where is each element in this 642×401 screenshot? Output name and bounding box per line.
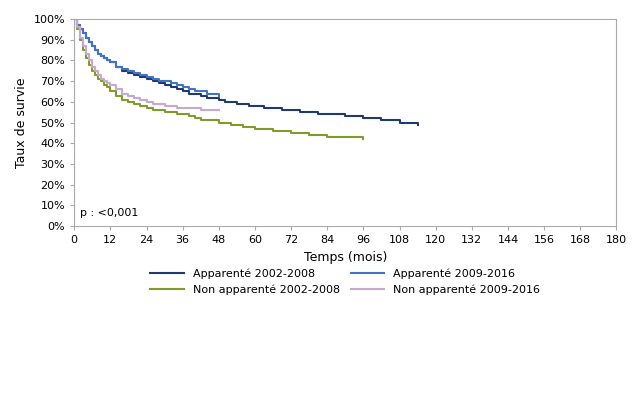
Text: p : <0,001: p : <0,001 xyxy=(80,208,138,218)
Y-axis label: Taux de survie: Taux de survie xyxy=(15,77,28,168)
Legend: Apparenté 2002-2008, Non apparenté 2002-2008, Apparenté 2009-2016, Non apparenté: Apparenté 2002-2008, Non apparenté 2002-… xyxy=(146,264,544,299)
X-axis label: Temps (mois): Temps (mois) xyxy=(304,251,387,264)
